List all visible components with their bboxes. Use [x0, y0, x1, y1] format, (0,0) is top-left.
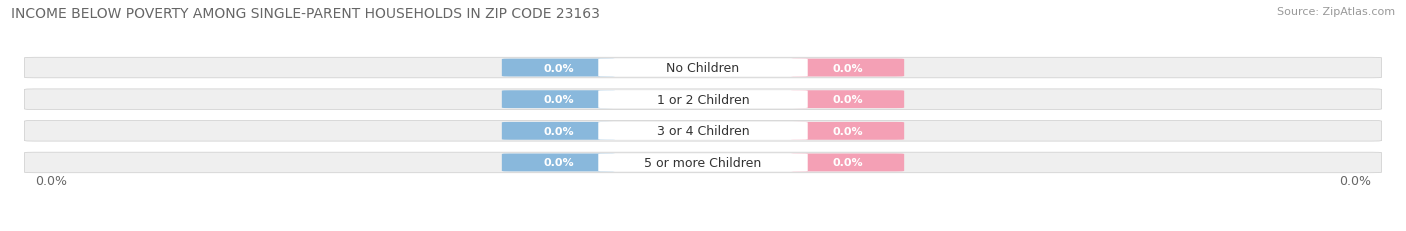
FancyBboxPatch shape [599, 154, 807, 172]
Text: No Children: No Children [666, 62, 740, 75]
Text: Source: ZipAtlas.com: Source: ZipAtlas.com [1277, 7, 1395, 17]
Text: 0.0%: 0.0% [832, 158, 863, 168]
FancyBboxPatch shape [599, 122, 807, 140]
FancyBboxPatch shape [24, 121, 1382, 141]
Text: 0.0%: 0.0% [832, 95, 863, 105]
Text: 0.0%: 0.0% [543, 158, 574, 168]
FancyBboxPatch shape [792, 59, 904, 77]
FancyBboxPatch shape [24, 89, 1382, 110]
FancyBboxPatch shape [792, 122, 904, 140]
Text: 0.0%: 0.0% [1340, 175, 1371, 188]
FancyBboxPatch shape [792, 154, 904, 172]
FancyBboxPatch shape [502, 122, 614, 140]
Text: 0.0%: 0.0% [543, 95, 574, 105]
FancyBboxPatch shape [24, 58, 1382, 79]
FancyBboxPatch shape [599, 59, 807, 77]
FancyBboxPatch shape [502, 91, 614, 109]
FancyBboxPatch shape [792, 91, 904, 109]
Text: 5 or more Children: 5 or more Children [644, 156, 762, 169]
FancyBboxPatch shape [24, 152, 1382, 173]
FancyBboxPatch shape [502, 154, 614, 172]
Text: 0.0%: 0.0% [35, 175, 66, 188]
Text: 0.0%: 0.0% [543, 126, 574, 136]
Text: 1 or 2 Children: 1 or 2 Children [657, 93, 749, 106]
Text: 0.0%: 0.0% [832, 126, 863, 136]
Text: 3 or 4 Children: 3 or 4 Children [657, 125, 749, 138]
Text: INCOME BELOW POVERTY AMONG SINGLE-PARENT HOUSEHOLDS IN ZIP CODE 23163: INCOME BELOW POVERTY AMONG SINGLE-PARENT… [11, 7, 600, 21]
FancyBboxPatch shape [599, 91, 807, 109]
Text: 0.0%: 0.0% [832, 63, 863, 73]
Text: 0.0%: 0.0% [543, 63, 574, 73]
FancyBboxPatch shape [502, 59, 614, 77]
